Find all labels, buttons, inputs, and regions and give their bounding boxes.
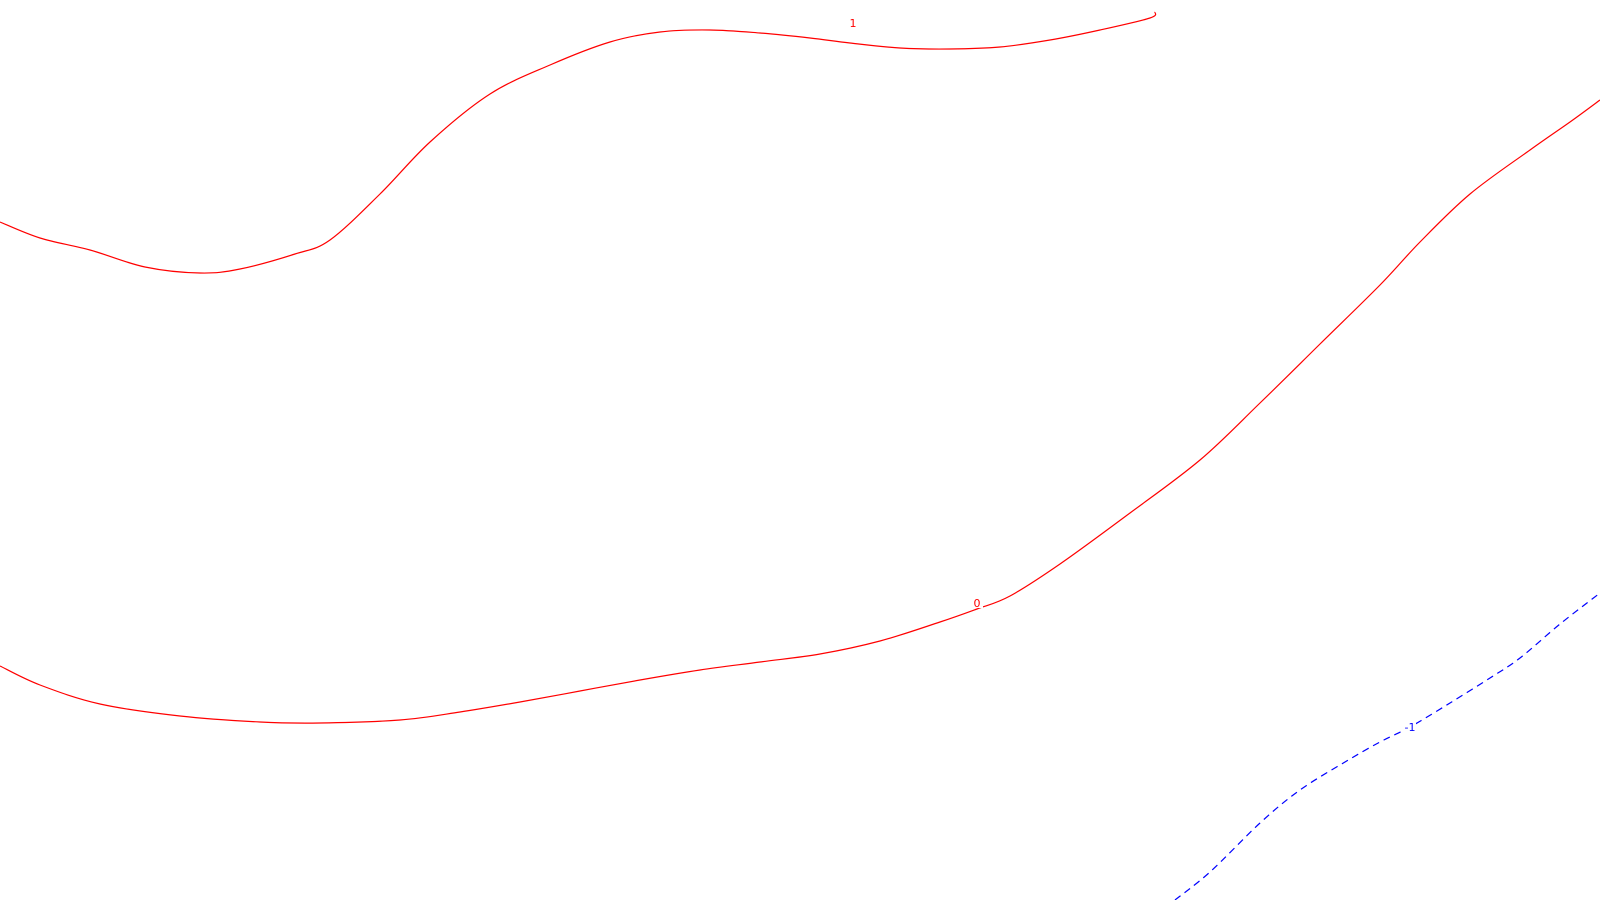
contour-0-label-bg (971, 596, 983, 608)
contour-neg1-label: -1 (1405, 721, 1416, 734)
contour-lines: 1 0 -1 (0, 11, 1600, 900)
contour-1-label: 1 (850, 17, 857, 30)
contour-0-line (0, 99, 1600, 724)
contour-neg1-label-bg (1404, 720, 1416, 732)
contour-1: 1 (0, 11, 1157, 274)
contour-neg1-line (1174, 592, 1600, 900)
contour-1-line (0, 11, 1157, 274)
contour-0: 0 (0, 99, 1600, 724)
contour-neg1: -1 (1174, 592, 1600, 900)
contour-0-label: 0 (974, 597, 981, 610)
contour-1-label-bg (847, 16, 859, 28)
